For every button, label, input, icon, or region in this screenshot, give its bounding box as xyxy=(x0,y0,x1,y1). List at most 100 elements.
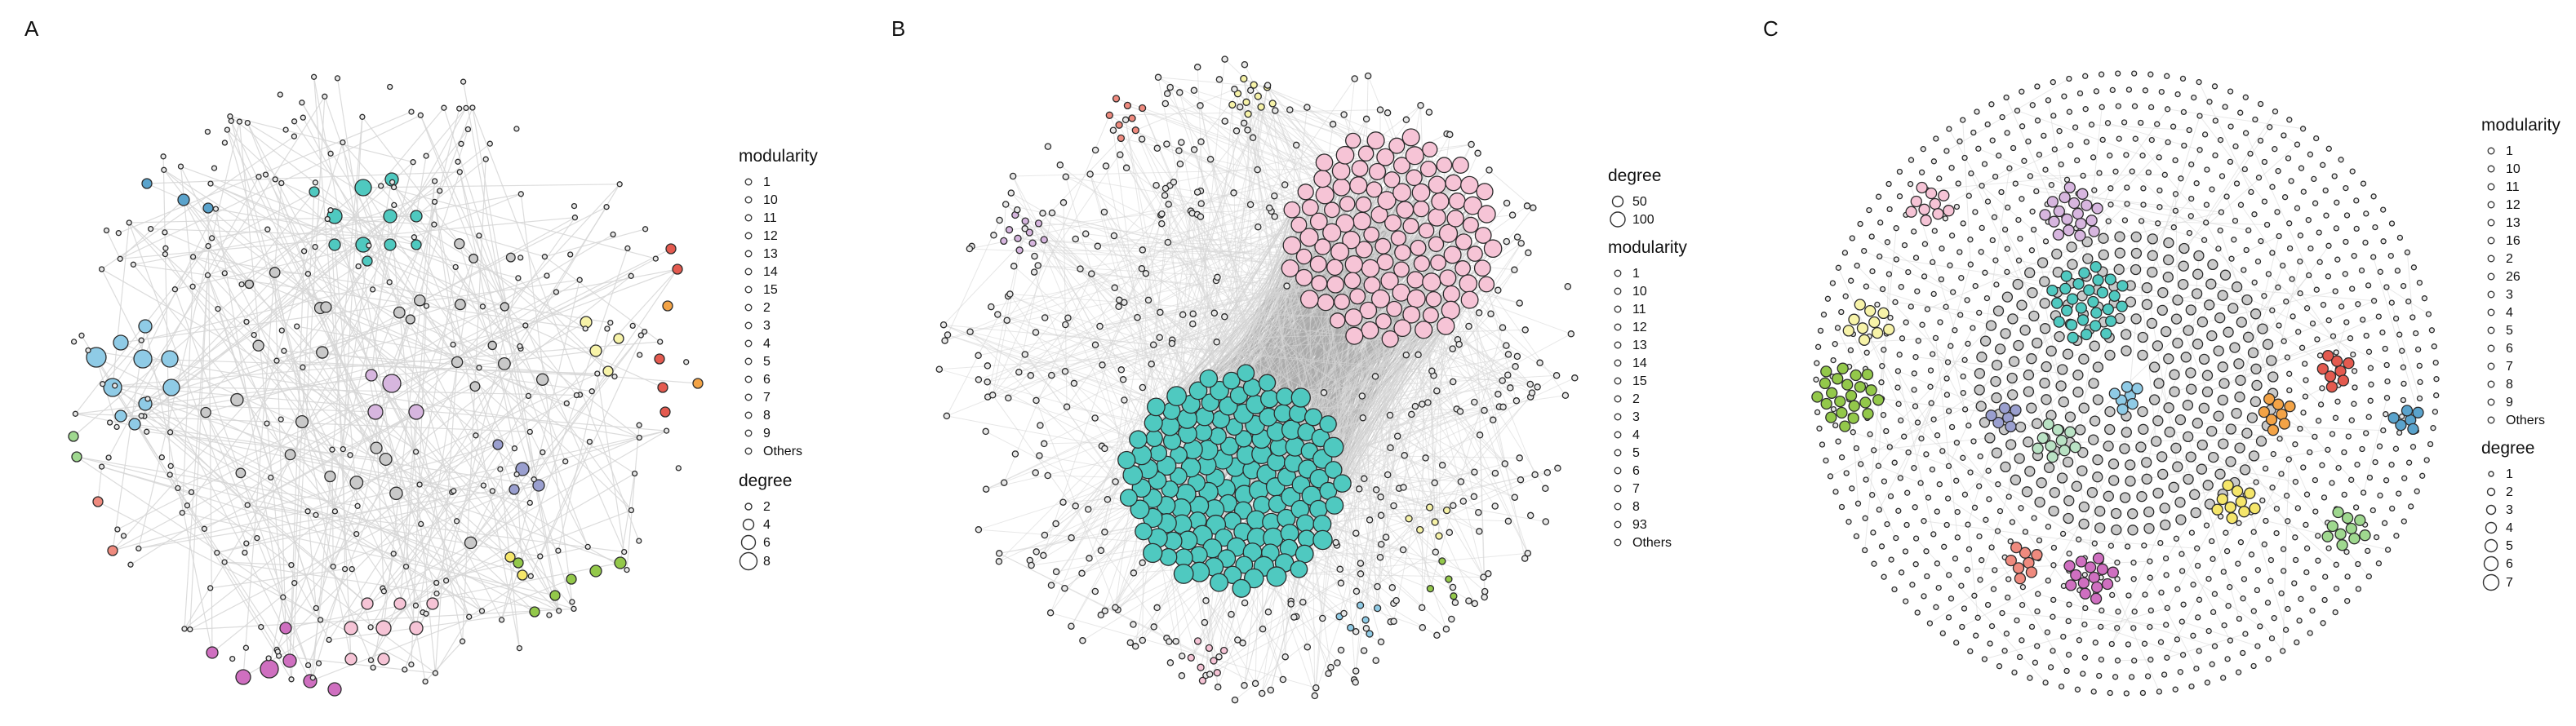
core-node xyxy=(2137,331,2148,343)
core-node xyxy=(2043,462,2055,473)
network-edge xyxy=(207,275,322,621)
network-node xyxy=(2191,94,2197,101)
network-node xyxy=(1849,235,1855,241)
network-node xyxy=(2066,601,2072,608)
network-edge xyxy=(1871,236,1953,293)
core-node xyxy=(2063,512,2074,525)
network-node xyxy=(359,113,366,120)
network-node xyxy=(1283,282,1290,290)
network-node xyxy=(1486,166,1493,174)
network-node xyxy=(1115,303,1122,311)
network-node xyxy=(2224,656,2231,662)
community-node xyxy=(2046,451,2059,463)
network-node xyxy=(2004,268,2010,276)
community-node xyxy=(657,382,668,393)
community-node xyxy=(1422,141,1438,157)
network-node xyxy=(2003,94,2010,101)
community-node xyxy=(1205,644,1214,653)
network-edge xyxy=(114,237,213,387)
network-node xyxy=(1246,86,1255,95)
network-node xyxy=(1228,610,1235,618)
network-edge xyxy=(1956,442,2086,609)
network-node xyxy=(652,255,659,262)
network-node xyxy=(1912,561,1919,568)
core-node xyxy=(1979,417,1991,428)
network-node xyxy=(2405,298,2412,305)
community-node xyxy=(1040,236,1048,244)
network-edge xyxy=(1224,521,1436,651)
core-node xyxy=(1991,392,2002,404)
network-node xyxy=(576,277,583,283)
network-node xyxy=(1974,614,1981,621)
network-node xyxy=(1511,266,1518,274)
network-node xyxy=(473,432,479,439)
network-edge xyxy=(2174,338,2351,392)
legend-swatch xyxy=(2487,201,2495,209)
core-node xyxy=(2196,463,2208,475)
network-node xyxy=(2408,503,2414,510)
network-node xyxy=(282,126,289,133)
network-node xyxy=(2245,227,2252,234)
network-node xyxy=(1221,55,1228,63)
network-node xyxy=(1838,308,1845,316)
network-node xyxy=(982,485,990,493)
network-node xyxy=(1153,144,1161,153)
community-node xyxy=(1361,616,1370,624)
network-node xyxy=(982,427,989,436)
community-node xyxy=(2046,284,2059,297)
network-node xyxy=(294,323,300,330)
network-node xyxy=(2145,169,2152,176)
network-node xyxy=(2130,625,2137,631)
network-node xyxy=(1340,609,1348,618)
community-node xyxy=(2079,587,2091,600)
network-node xyxy=(1996,507,2004,515)
network-node xyxy=(2066,108,2073,115)
network-node xyxy=(1516,299,1523,307)
network-node xyxy=(2297,232,2304,239)
network-node xyxy=(98,463,105,470)
community-node xyxy=(1355,196,1372,213)
network-node xyxy=(1886,206,1893,213)
network-node xyxy=(2240,595,2246,602)
core-node xyxy=(2183,473,2194,485)
network-edge xyxy=(144,403,535,613)
network-node xyxy=(1504,371,1512,378)
network-edge xyxy=(205,412,330,640)
network-node xyxy=(2265,271,2272,277)
network-node xyxy=(1875,193,1882,200)
network-node xyxy=(1449,378,1457,386)
community-node xyxy=(1193,637,1202,645)
network-node xyxy=(2367,365,2374,371)
network-node xyxy=(1415,351,1422,359)
network-node xyxy=(1214,273,1221,281)
network-node xyxy=(2203,201,2210,208)
network-node xyxy=(204,128,211,135)
network-node xyxy=(1119,376,1127,383)
community-node xyxy=(1916,181,1928,194)
network-edge xyxy=(1118,124,1333,210)
network-node xyxy=(264,420,270,427)
legend-swatch xyxy=(744,339,753,348)
network-node xyxy=(162,250,169,258)
core-node xyxy=(2153,378,2165,389)
network-node xyxy=(2157,639,2165,645)
network-node xyxy=(1334,659,1341,666)
network-node xyxy=(2319,462,2325,468)
network-edge xyxy=(1267,85,1447,630)
network-edge xyxy=(525,325,625,552)
legend-label: 8 xyxy=(1632,500,1640,514)
network-edge xyxy=(1214,312,1354,318)
network-node xyxy=(2350,351,2356,358)
network-node xyxy=(1571,374,1579,382)
community-node xyxy=(1445,575,1453,583)
network-edge xyxy=(1051,212,1538,387)
network-node xyxy=(2125,592,2132,599)
network-node xyxy=(1973,632,1979,639)
network-node xyxy=(941,337,948,344)
panel-b: B degree50100modularity11011121314152345… xyxy=(891,16,1687,704)
network-node xyxy=(147,225,154,232)
core-node xyxy=(2121,329,2132,340)
community-node xyxy=(1460,290,1479,309)
network-node xyxy=(2157,539,2164,547)
